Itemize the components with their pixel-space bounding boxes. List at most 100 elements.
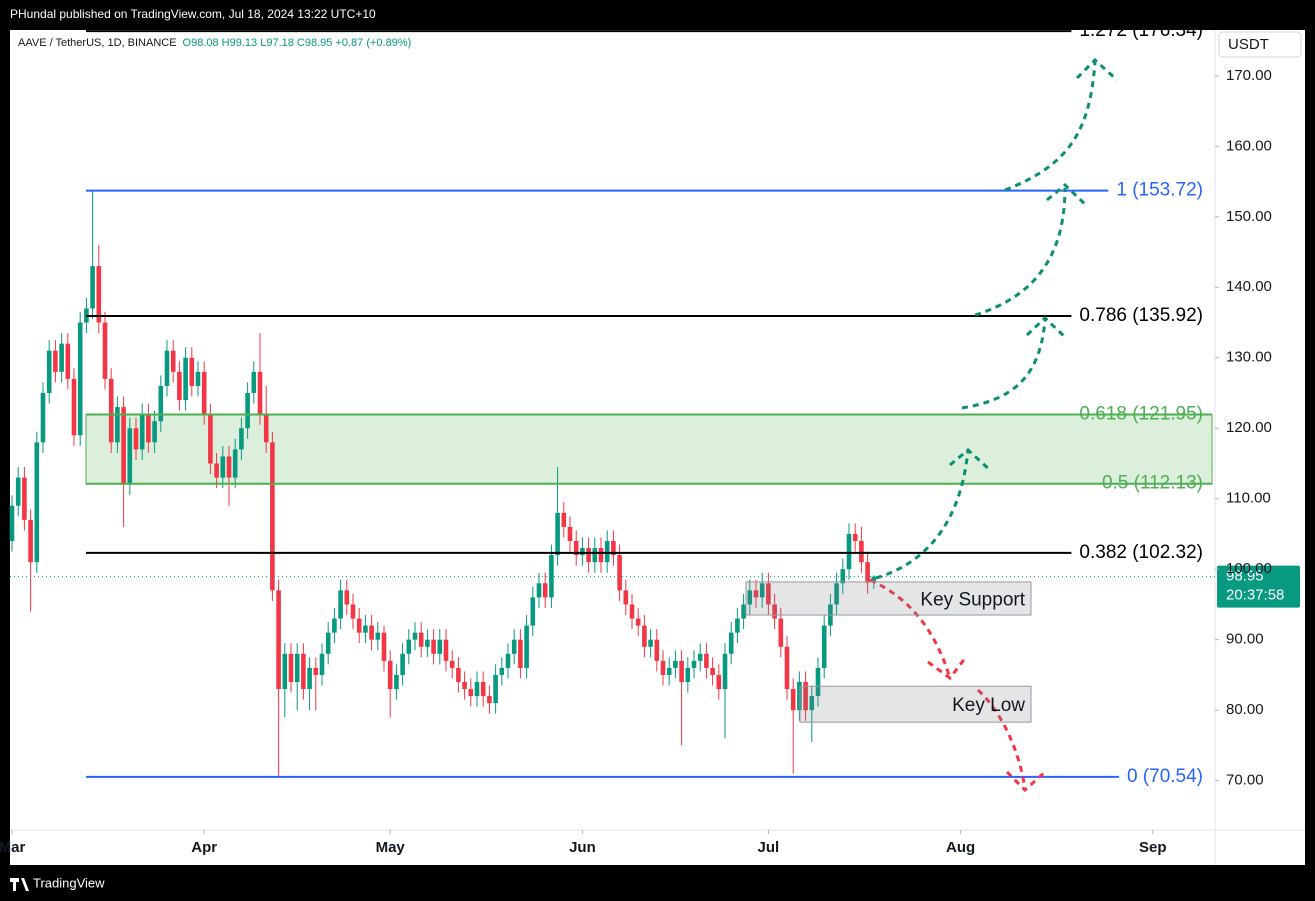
candle-body bbox=[716, 674, 722, 690]
candle-body bbox=[412, 632, 418, 640]
zone-label: Key Low bbox=[952, 695, 1025, 716]
published: PHundal published on TradingView.com, Ju… bbox=[10, 7, 376, 21]
fib-label: 0.5 (112.13) bbox=[1102, 473, 1203, 494]
candle-body bbox=[22, 477, 27, 520]
candle-body bbox=[778, 618, 784, 647]
x-tick-label: May bbox=[376, 839, 406, 856]
price-tag-value: 98.95 bbox=[1226, 568, 1264, 585]
candle-body bbox=[691, 660, 697, 668]
bull-arrow-head bbox=[949, 448, 992, 472]
candle-body bbox=[871, 576, 877, 583]
candle-body bbox=[257, 371, 263, 415]
candle-body bbox=[239, 428, 244, 450]
fib-label: 1.272 (176.34) bbox=[1079, 20, 1203, 41]
candle-body bbox=[487, 696, 492, 704]
y-tick-label: 160.00 bbox=[1226, 137, 1272, 154]
candle-body bbox=[759, 583, 765, 598]
candle-body bbox=[363, 625, 368, 633]
candle-body bbox=[53, 350, 58, 372]
candle-body bbox=[418, 632, 424, 647]
candle-body bbox=[65, 343, 71, 379]
y-tick-label: 110.00 bbox=[1226, 490, 1271, 507]
candle-body bbox=[431, 639, 436, 654]
candle-body bbox=[71, 378, 77, 436]
candle-body bbox=[301, 653, 306, 690]
candle-body bbox=[673, 660, 678, 668]
candle-body bbox=[276, 590, 281, 690]
y-tick-label: 80.00 bbox=[1226, 701, 1264, 718]
x-tick-label: Mar bbox=[0, 839, 25, 856]
candle-body bbox=[859, 541, 864, 563]
candle-body bbox=[821, 625, 827, 668]
candle-body bbox=[573, 541, 579, 556]
logo-mark bbox=[10, 878, 29, 891]
candle-body bbox=[350, 604, 356, 619]
candle-body bbox=[598, 548, 604, 563]
candle-body bbox=[722, 653, 728, 690]
candle-body bbox=[642, 625, 647, 647]
fib-label: 0.618 (121.95) bbox=[1079, 404, 1203, 425]
candle-body bbox=[108, 378, 114, 443]
fib-zone bbox=[85, 413, 1213, 485]
candle-body bbox=[195, 371, 201, 386]
candle-body bbox=[834, 583, 839, 605]
candle-body bbox=[735, 618, 740, 633]
candle-body bbox=[152, 421, 157, 443]
price-tag-countdown: 20:37:58 bbox=[1226, 587, 1284, 604]
y-tick-label: 90.00 bbox=[1226, 631, 1264, 648]
y-tick-label: 120.00 bbox=[1226, 419, 1272, 436]
candle-body bbox=[815, 667, 821, 697]
candle-body bbox=[493, 674, 498, 704]
candle-body bbox=[753, 590, 759, 598]
candle-body bbox=[784, 646, 790, 690]
candle-body bbox=[288, 653, 294, 682]
candle-body bbox=[592, 548, 598, 563]
bull-arrow bbox=[961, 319, 1047, 410]
candle-body bbox=[474, 681, 480, 697]
plot bbox=[9, 30, 1215, 778]
projections bbox=[869, 57, 1119, 793]
zone-box bbox=[745, 581, 1032, 616]
currency-box bbox=[1218, 31, 1302, 58]
candle-body bbox=[146, 414, 151, 443]
candle-body bbox=[232, 449, 238, 478]
candle-body bbox=[772, 604, 777, 619]
chart-panel bbox=[10, 30, 1305, 865]
candle-body bbox=[406, 639, 412, 654]
bull-arrow-head bbox=[1046, 182, 1088, 207]
candle-body bbox=[797, 681, 802, 711]
candle-body bbox=[183, 357, 188, 401]
candle-body bbox=[189, 357, 195, 386]
candle-body bbox=[586, 548, 591, 563]
candle-body bbox=[294, 653, 300, 682]
bull-arrow bbox=[875, 449, 970, 580]
candle-body bbox=[394, 674, 399, 690]
candle-body bbox=[660, 660, 666, 675]
candle-body bbox=[499, 667, 505, 675]
candle-body bbox=[34, 442, 40, 563]
candle-body bbox=[462, 681, 467, 690]
candle-body bbox=[567, 526, 573, 542]
candle-body bbox=[319, 653, 325, 675]
y-tick-label: 140.00 bbox=[1226, 278, 1272, 295]
candle-body bbox=[549, 555, 554, 598]
bull-arrow bbox=[974, 187, 1067, 317]
candle-body bbox=[685, 667, 691, 682]
candle-body bbox=[865, 562, 870, 583]
candle-body bbox=[747, 590, 753, 605]
candle-body bbox=[728, 632, 734, 654]
candle-body bbox=[648, 639, 653, 647]
candle-body bbox=[846, 533, 852, 570]
candle-body bbox=[561, 512, 567, 527]
fib-label: 0.786 (135.92) bbox=[1079, 305, 1203, 326]
candle-body bbox=[208, 414, 213, 464]
candle-body bbox=[635, 618, 641, 626]
candle-body bbox=[623, 590, 629, 605]
logo bbox=[10, 878, 29, 891]
ohlc: O98.08 H99.13 L97.18 C98.95 +0.87 (+0.89… bbox=[183, 37, 412, 49]
bear-arrow-head bbox=[1005, 770, 1047, 793]
bull-arrow bbox=[1004, 61, 1097, 192]
overlay: Key Support Key Low 1.272 (176.34) 1 (153.7… bbox=[18, 20, 1300, 787]
candle-body bbox=[766, 583, 771, 605]
candle-body bbox=[251, 371, 257, 393]
